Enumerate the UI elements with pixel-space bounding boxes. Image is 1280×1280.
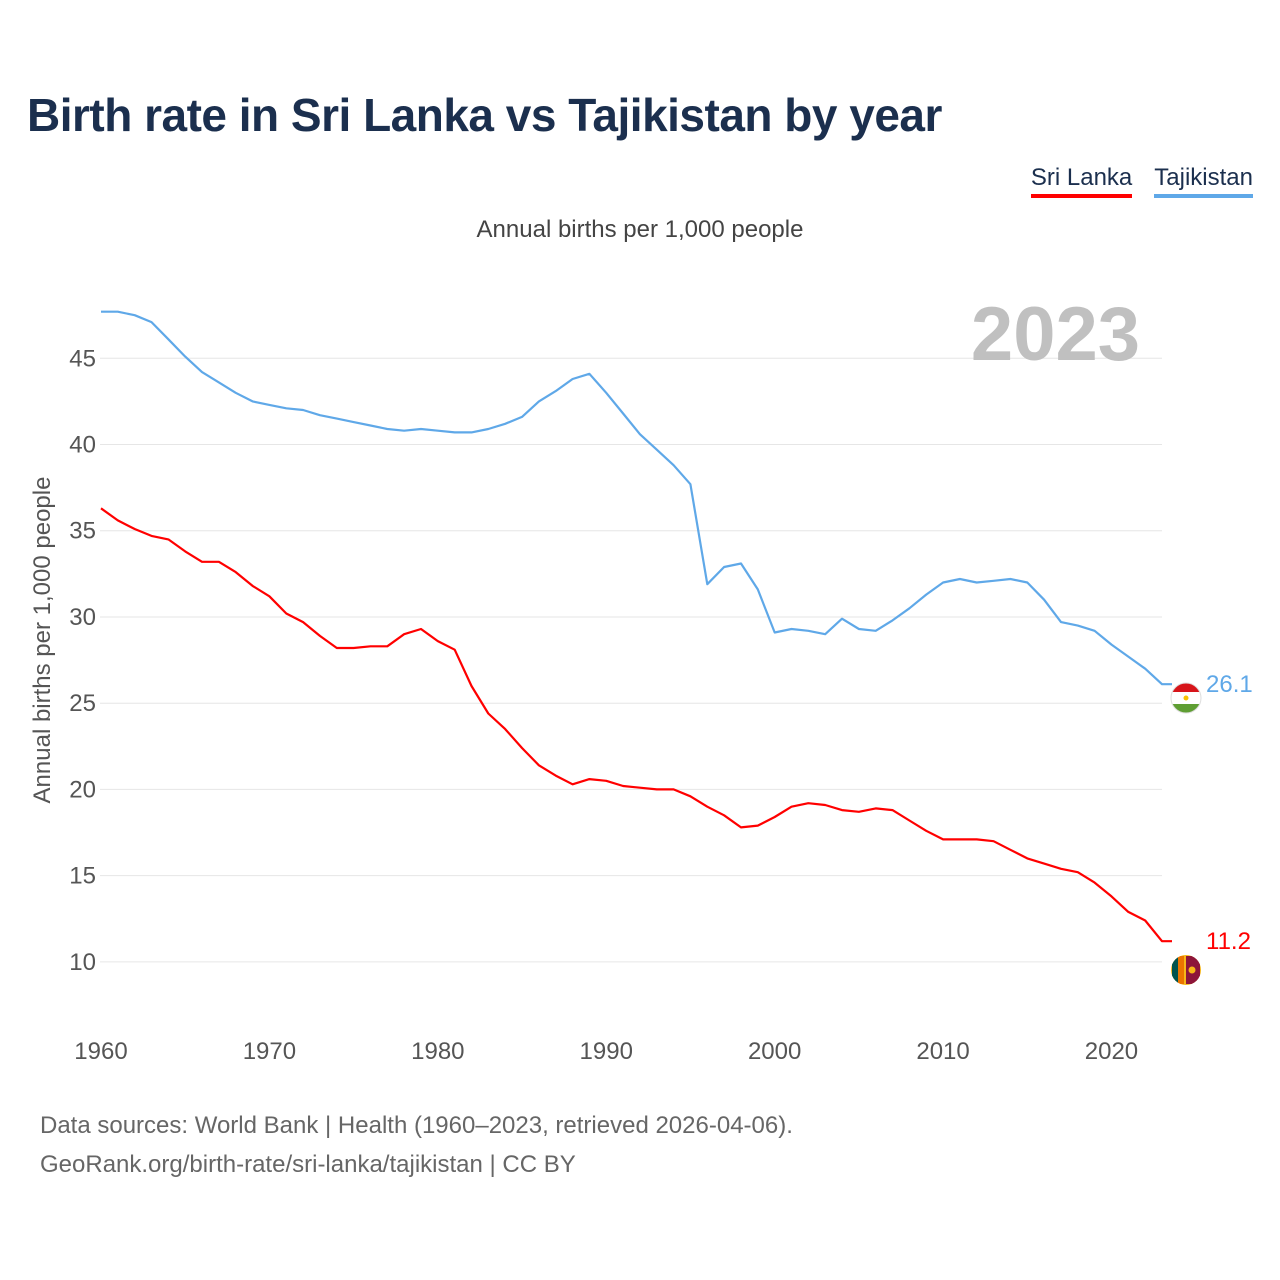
series-line-tajikistan[interactable] (101, 310, 1172, 686)
y-tick-label: 10 (69, 949, 96, 976)
source-note: Data sources: World Bank | Health (1960–… (40, 1106, 793, 1184)
end-value-label: 11.2 (1206, 928, 1251, 955)
source-line-2: GeoRank.org/birth-rate/sri-lanka/tajikis… (40, 1151, 576, 1178)
y-tick-label: 45 (69, 345, 96, 372)
y-tick-label: 35 (69, 518, 96, 545)
line-chart: 10 15 20 25 30 35 40 45 1960 1970 1980 1990 2000 2010… (29, 292, 1253, 1065)
legend-item-sri-lanka[interactable]: Sri Lanka (1030, 164, 1133, 198)
chart-subtitle: Annual births per 1,000 people (476, 216, 804, 243)
x-tick-label: 1990 (580, 1038, 633, 1065)
legend: Sri Lanka Tajikistan (1030, 164, 1253, 198)
series-line-sri-lanka[interactable] (100, 507, 1172, 943)
y-tick-label: 25 (69, 690, 96, 717)
source-line-1: Data sources: World Bank | Health (1960–… (40, 1112, 793, 1139)
sri-lanka-flag-icon (1171, 955, 1201, 985)
x-tick-label: 1960 (74, 1038, 127, 1065)
tajikistan-flag-icon (1171, 683, 1201, 713)
y-axis-label: Annual births per 1,000 people (29, 477, 56, 804)
end-value-label: 26.1 (1206, 671, 1253, 698)
y-tick-label: 15 (69, 863, 96, 890)
x-tick-label: 2020 (1085, 1038, 1138, 1065)
x-tick-label: 1980 (411, 1038, 464, 1065)
x-tick-label: 1970 (243, 1038, 296, 1065)
y-tick-label: 40 (69, 432, 96, 459)
x-tick-label: 2000 (748, 1038, 801, 1065)
y-tick-label: 30 (69, 604, 96, 631)
chart-title: Birth rate in Sri Lanka vs Tajikistan by… (27, 89, 942, 141)
x-tick-label: 2010 (916, 1038, 969, 1065)
y-tick-label: 20 (69, 776, 96, 803)
year-watermark: 2023 (971, 292, 1140, 377)
legend-item-tajikistan[interactable]: Tajikistan (1154, 164, 1253, 198)
